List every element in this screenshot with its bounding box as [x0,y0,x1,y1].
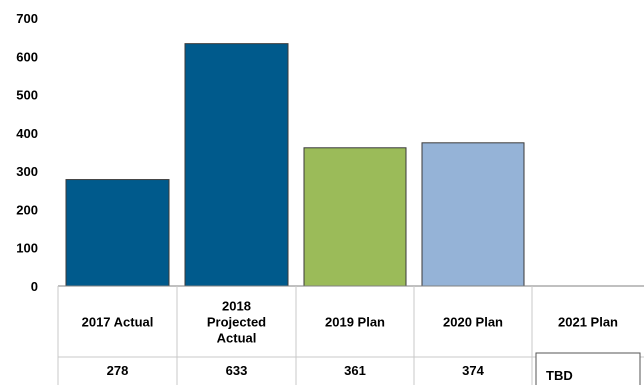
y-tick-label: 400 [16,126,38,141]
x-tick-label: 2017 Actual [82,315,154,330]
data-label: TBD [546,368,573,383]
y-tick-label: 500 [16,88,38,103]
tbd-box [535,352,641,385]
y-tick-label: 0 [31,279,38,294]
y-tick-label: 600 [16,49,38,64]
bar [184,43,289,287]
x-tick-label: 2018 Projected Actual [207,299,266,346]
x-tick-label: 2021 Plan [558,315,618,330]
data-label: 633 [226,363,248,378]
data-label: 374 [462,363,484,378]
data-label: 278 [107,363,129,378]
bar [421,142,525,287]
y-tick-label: 700 [16,11,38,26]
bars [65,43,525,287]
bar [303,147,407,287]
x-tick-label: 2019 Plan [325,315,385,330]
bar [65,179,170,287]
data-table: 2017 Actual 2018 Projected Actual 2019 Plan 2… [57,285,644,385]
x-tick-label: 2020 Plan [443,315,503,330]
data-label: 361 [344,363,366,378]
y-tick-label: 200 [16,202,38,217]
y-axis: 0 100 200 300 400 500 600 700 [16,11,38,294]
y-tick-label: 100 [16,241,38,256]
y-tick-label: 300 [16,164,38,179]
